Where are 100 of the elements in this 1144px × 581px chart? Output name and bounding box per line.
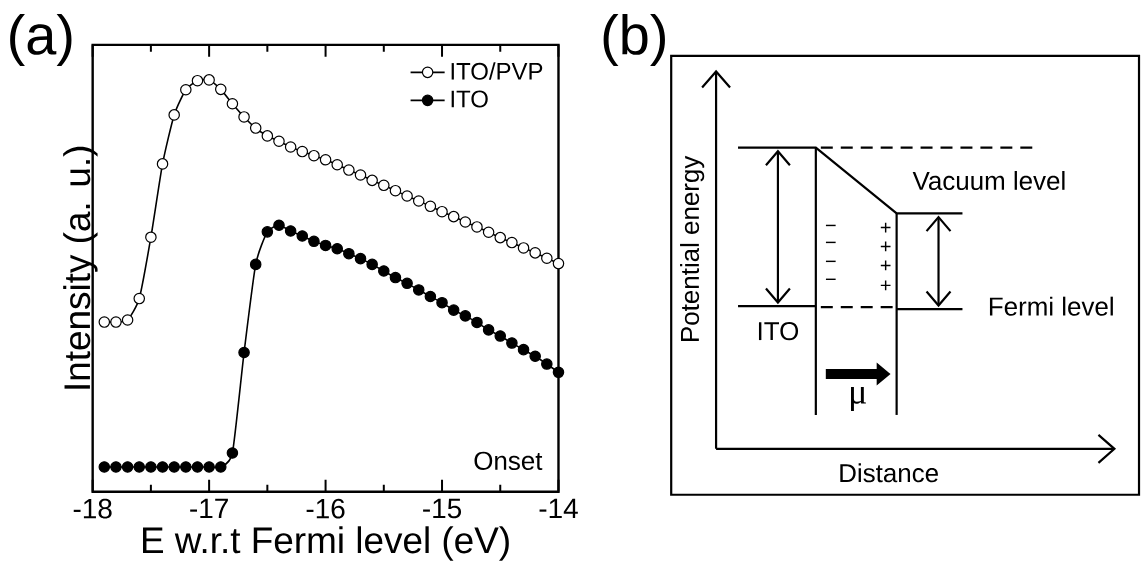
point xyxy=(459,216,472,228)
point xyxy=(180,84,192,96)
point xyxy=(366,174,378,187)
x-tick-label: -14 xyxy=(539,499,578,519)
point xyxy=(471,221,483,233)
point xyxy=(214,83,227,96)
point xyxy=(354,253,367,265)
text: Vacuum level xyxy=(912,171,1065,191)
point xyxy=(378,265,390,278)
point xyxy=(296,145,309,158)
text: − xyxy=(825,278,836,281)
text: − xyxy=(825,224,836,227)
text: + xyxy=(880,280,891,291)
point xyxy=(261,226,274,238)
point xyxy=(436,297,448,309)
point xyxy=(226,98,239,110)
point xyxy=(180,461,192,474)
text: + xyxy=(880,222,891,233)
point xyxy=(412,284,425,296)
point xyxy=(98,316,111,329)
point xyxy=(191,75,204,87)
x-tick-label: -18 xyxy=(73,499,112,519)
text: + xyxy=(880,260,891,271)
point xyxy=(121,314,134,327)
point xyxy=(343,164,355,177)
point xyxy=(331,243,344,255)
point xyxy=(203,74,215,86)
text: − xyxy=(825,260,836,263)
point xyxy=(273,219,285,232)
text: (b) xyxy=(603,14,665,67)
point xyxy=(331,159,344,171)
point xyxy=(506,237,518,249)
legend-label: ITO/PVP xyxy=(451,62,543,80)
point xyxy=(145,461,157,474)
point xyxy=(284,225,297,238)
legend-label: ITO xyxy=(451,90,488,108)
point xyxy=(541,358,553,371)
point xyxy=(296,230,309,242)
point xyxy=(517,344,530,356)
point xyxy=(436,206,448,218)
point xyxy=(133,293,146,305)
point xyxy=(214,461,227,474)
point xyxy=(401,277,413,290)
point xyxy=(494,232,507,244)
point xyxy=(517,242,530,254)
point xyxy=(284,141,297,154)
x-axis-title: E w.r.t Fermi level (eV) xyxy=(143,526,509,561)
text: Distance xyxy=(840,463,938,483)
point xyxy=(261,130,274,142)
point xyxy=(319,239,332,252)
point xyxy=(552,366,565,379)
point xyxy=(424,290,437,303)
point xyxy=(424,200,437,213)
annotation: Onset xyxy=(474,451,543,471)
point xyxy=(249,258,262,271)
text: Fermi level xyxy=(989,296,1113,316)
point xyxy=(471,316,483,329)
point xyxy=(156,461,169,474)
point xyxy=(145,231,157,244)
x-tick-label: -16 xyxy=(306,499,345,519)
point xyxy=(238,346,250,359)
point xyxy=(506,337,518,350)
text: ITO xyxy=(758,322,799,341)
point xyxy=(168,461,180,474)
point xyxy=(552,258,565,270)
point xyxy=(354,169,367,182)
point xyxy=(447,304,460,317)
point xyxy=(98,461,111,474)
point xyxy=(110,316,122,329)
point xyxy=(389,272,402,284)
point xyxy=(529,247,541,259)
point xyxy=(459,310,472,322)
point xyxy=(238,111,250,123)
text: Potential energy xyxy=(680,155,705,342)
point xyxy=(308,235,320,248)
point xyxy=(529,350,541,363)
point xyxy=(366,258,378,271)
point xyxy=(156,158,169,170)
text: + xyxy=(880,241,891,252)
point xyxy=(378,179,390,192)
point xyxy=(249,122,262,135)
point xyxy=(494,330,507,343)
text: μ xyxy=(851,387,866,412)
point xyxy=(482,324,495,336)
point xyxy=(226,447,239,460)
point xyxy=(541,252,553,265)
point xyxy=(168,109,180,121)
point xyxy=(110,461,122,474)
point xyxy=(273,135,285,148)
point xyxy=(308,150,320,162)
text: − xyxy=(825,241,836,244)
x-tick-label: -17 xyxy=(190,499,228,519)
point xyxy=(412,195,425,207)
point xyxy=(447,211,460,223)
point xyxy=(191,461,204,474)
point xyxy=(319,154,332,166)
point xyxy=(401,190,413,203)
point xyxy=(133,461,146,474)
y-axis-title: Intensity (a. u.) xyxy=(63,147,98,389)
point xyxy=(389,185,402,197)
